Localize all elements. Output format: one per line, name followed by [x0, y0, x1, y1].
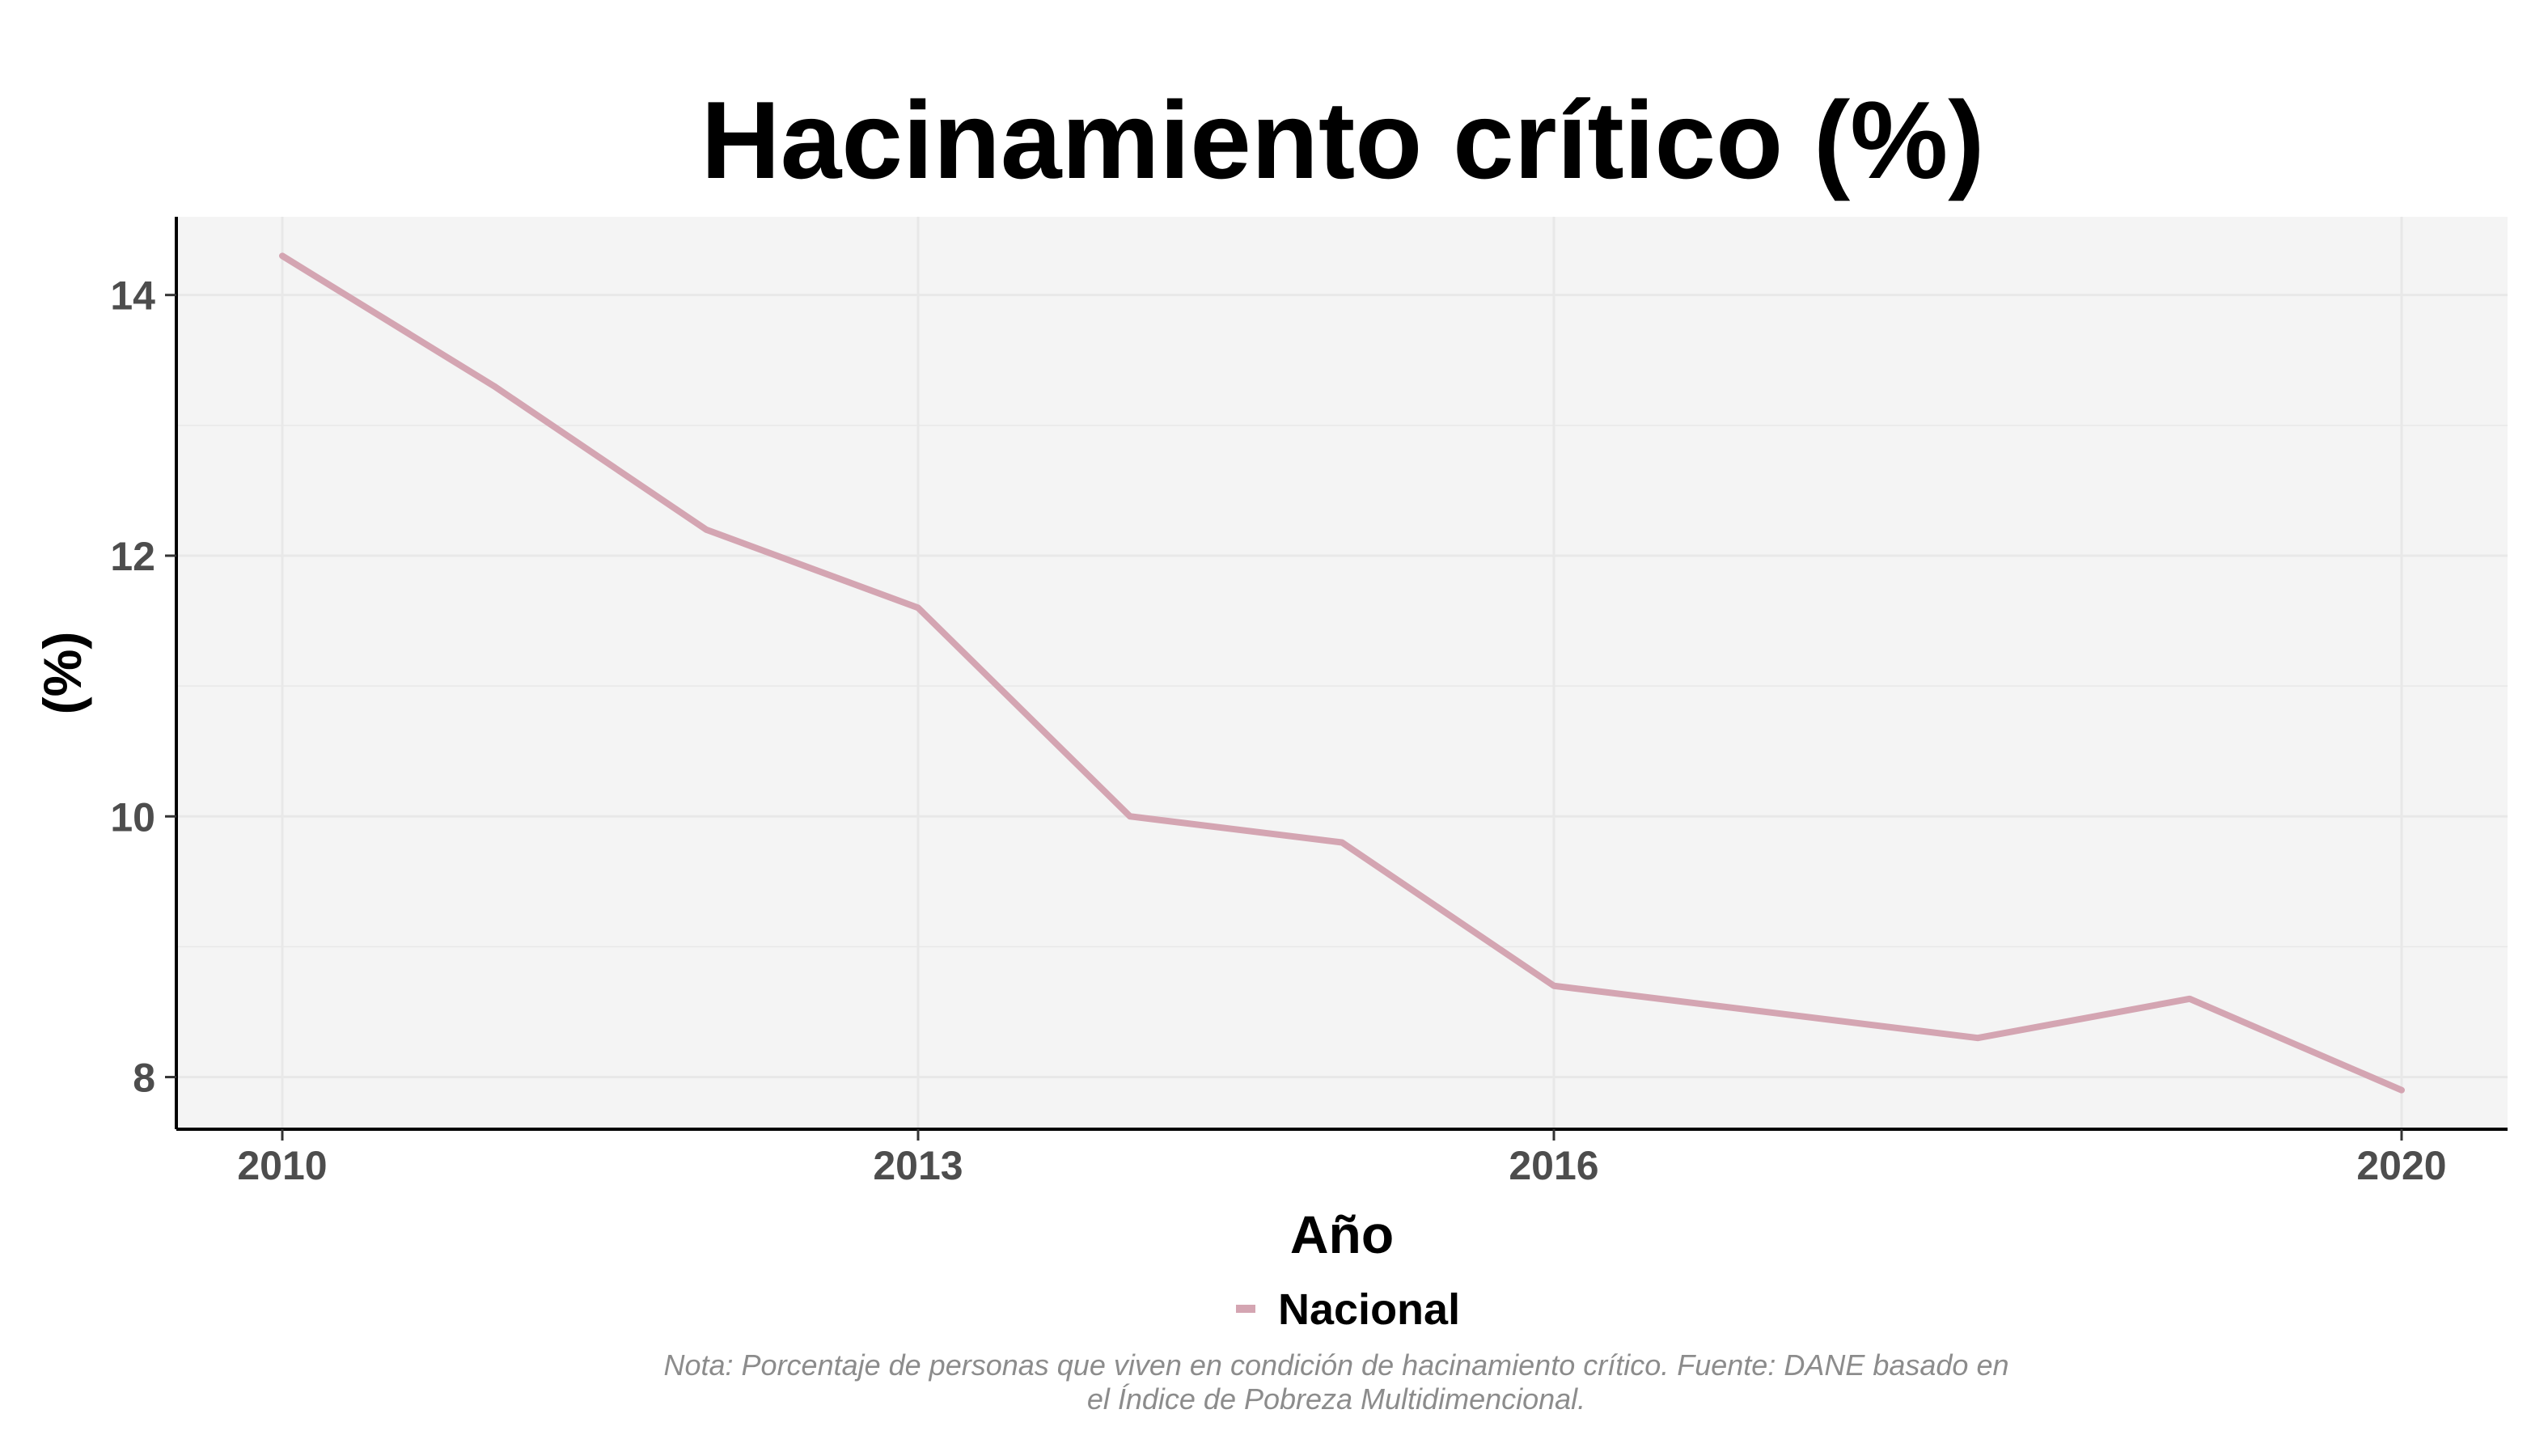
y-tick-label: 12	[110, 534, 155, 579]
x-tick-label: 2010	[237, 1143, 327, 1188]
y-axis-ticks: 8 10 12 14	[110, 273, 176, 1101]
legend: Nacional	[1236, 1285, 1460, 1334]
y-axis-title: (%)	[32, 632, 92, 715]
data-point	[1553, 985, 1555, 987]
chart-title: Hacinamiento crítico (%)	[701, 78, 1985, 201]
caption-line-2: el Índice de Pobreza Multidimencional.	[1087, 1382, 1585, 1416]
x-tick-label: 2013	[873, 1143, 963, 1188]
data-point	[493, 385, 495, 387]
plot-panel	[176, 217, 2508, 1129]
series-line-nacional	[279, 252, 2405, 1094]
x-tick-label: 2020	[2356, 1143, 2446, 1188]
data-point	[1129, 815, 1131, 817]
y-tick-label: 8	[133, 1056, 155, 1101]
data-point	[917, 607, 919, 608]
caption-line-1: Nota: Porcentaje de personas que viven e…	[663, 1348, 2008, 1382]
grid-lines	[176, 217, 2508, 1129]
data-point	[705, 529, 707, 531]
y-tick-label: 10	[110, 794, 155, 840]
data-point	[1977, 1037, 1979, 1039]
series-layer	[279, 252, 2405, 1094]
y-tick-label: 14	[110, 273, 155, 319]
x-axis-ticks: 2010 2013 2016 2020	[237, 1129, 2447, 1188]
x-axis-title: Año	[1290, 1204, 1394, 1264]
legend-label-nacional: Nacional	[1278, 1285, 1460, 1334]
x-tick-label: 2016	[1509, 1143, 1598, 1188]
data-point	[1341, 841, 1343, 843]
